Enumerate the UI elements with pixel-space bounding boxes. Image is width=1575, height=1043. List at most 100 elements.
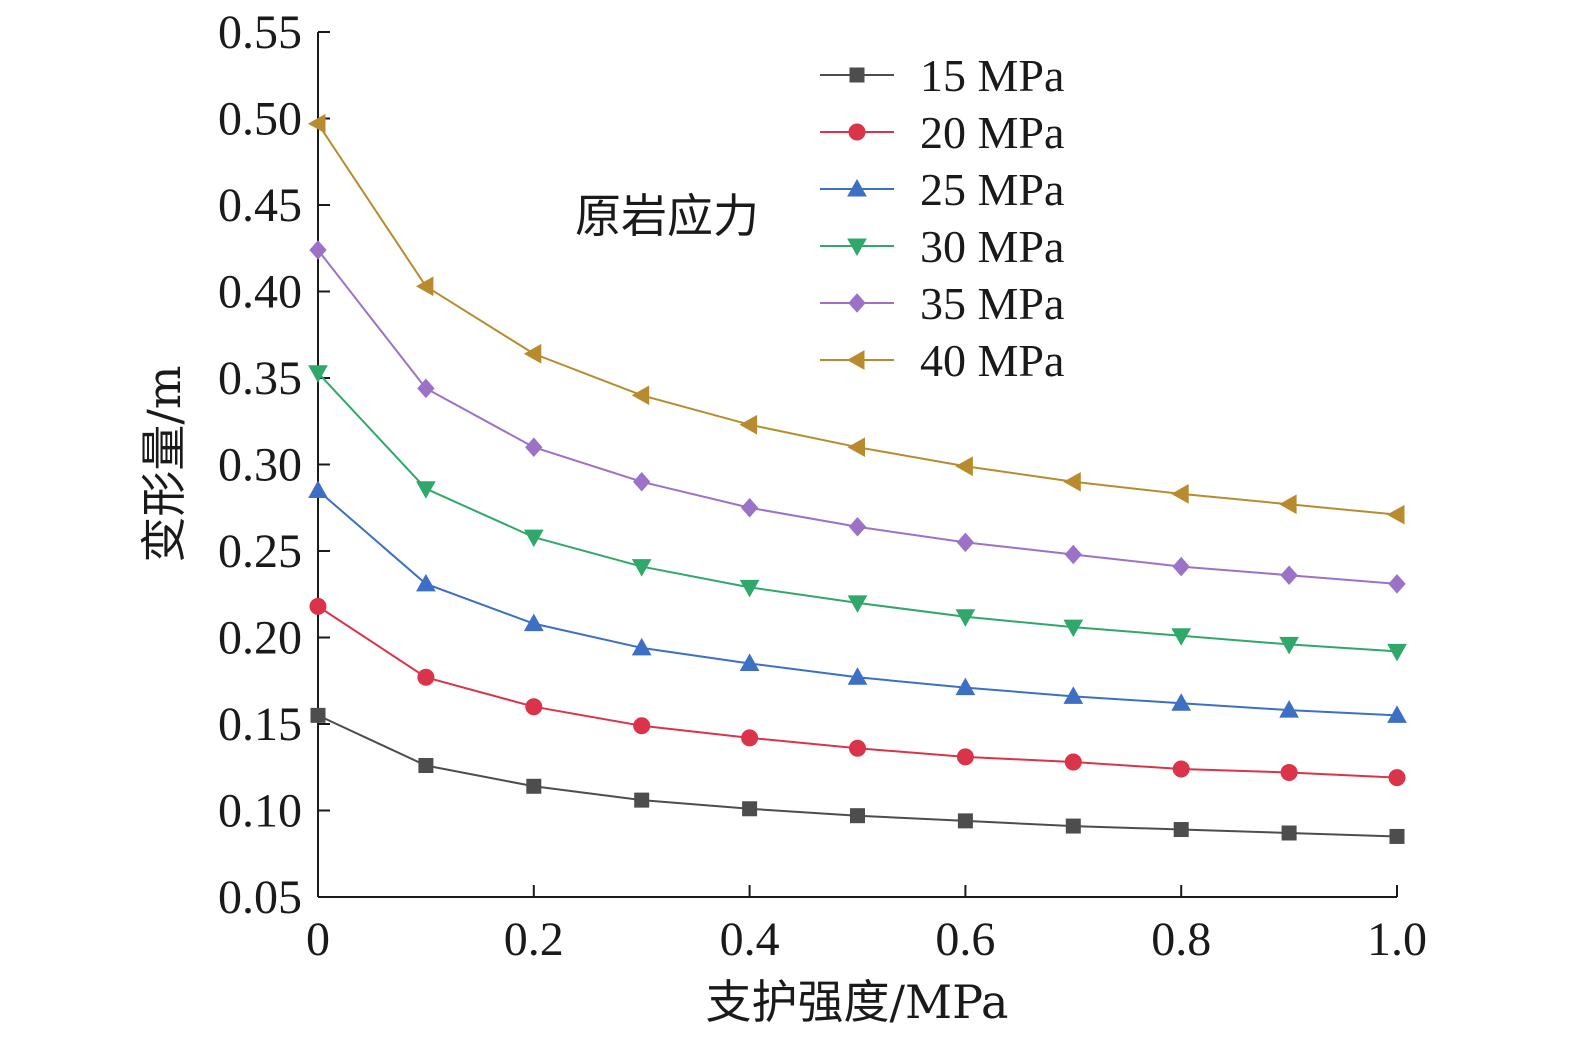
data-point — [631, 559, 652, 577]
data-point — [955, 609, 976, 627]
data-point — [417, 378, 435, 399]
data-point — [848, 517, 867, 537]
data-point — [956, 532, 975, 553]
legend-marker — [847, 178, 867, 197]
data-point — [308, 480, 328, 498]
y-tick-label: 0.40 — [218, 266, 302, 319]
data-point — [523, 529, 544, 548]
y-tick-label: 0.05 — [218, 871, 302, 924]
legend-item: 40 MPa — [820, 335, 1064, 386]
data-point — [1171, 693, 1192, 711]
data-point — [417, 668, 435, 686]
legend-item: 15 MPa — [820, 50, 1064, 101]
data-point — [309, 597, 327, 615]
data-point — [523, 343, 542, 364]
legend-title: 原岩应力 — [575, 189, 759, 243]
data-point — [1172, 760, 1190, 778]
y-tick-label: 0.20 — [218, 612, 302, 665]
data-point — [525, 698, 543, 716]
y-tick-label: 0.25 — [218, 525, 302, 578]
legend-label: 25 MPa — [920, 164, 1064, 215]
data-point — [847, 437, 865, 458]
series-40-mpa — [307, 113, 1405, 525]
data-point — [631, 385, 650, 406]
legend-label: 30 MPa — [920, 221, 1064, 272]
data-point — [1064, 753, 1082, 771]
data-point — [309, 240, 327, 260]
data-point — [1281, 825, 1297, 841]
data-point — [849, 739, 866, 757]
data-point — [634, 792, 650, 808]
x-tick-label: 0.6 — [935, 913, 995, 966]
legend: 15 MPa 20 MPa 25 MPa 30 MPa 35 MPa 40 MPa — [820, 50, 1064, 386]
data-point — [955, 677, 976, 696]
data-point — [523, 613, 544, 632]
series-25-mpa — [308, 480, 1407, 723]
x-tick-label: 0.4 — [720, 913, 780, 966]
legend-marker — [846, 350, 865, 370]
y-tick-label: 0.10 — [218, 785, 302, 838]
series-30-mpa — [308, 365, 1407, 662]
data-point — [1279, 636, 1299, 655]
data-point — [739, 414, 758, 435]
data-point — [1389, 828, 1405, 844]
data-point — [1279, 700, 1299, 718]
data-point — [415, 276, 434, 297]
x-tick-label: 0.2 — [504, 913, 564, 966]
data-point — [1063, 686, 1084, 704]
series-15-mpa — [310, 707, 1405, 844]
legend-item: 20 MPa — [820, 107, 1064, 158]
data-point — [1173, 822, 1189, 838]
x-tick-label: 0.8 — [1151, 913, 1211, 966]
ticks: 0.050.100.150.200.250.300.350.400.450.50… — [218, 6, 1427, 966]
series-20-mpa — [309, 597, 1406, 787]
data-point — [956, 748, 974, 766]
x-tick-label: 1.0 — [1367, 913, 1427, 966]
data-point — [416, 573, 436, 592]
series-35-mpa — [309, 240, 1406, 594]
legend-label: 40 MPa — [920, 335, 1064, 386]
data-point — [633, 472, 651, 492]
y-tick-label: 0.15 — [218, 698, 302, 751]
data-point — [1172, 556, 1190, 577]
data-point — [631, 637, 652, 656]
data-point — [1388, 769, 1406, 787]
data-point — [307, 113, 326, 134]
data-point — [1063, 471, 1081, 492]
data-point — [525, 437, 543, 457]
y-tick-label: 0.55 — [218, 6, 302, 59]
data-point — [1065, 818, 1081, 834]
data-point — [1063, 619, 1084, 638]
legend-marker — [849, 67, 865, 83]
data-point — [1386, 504, 1405, 525]
legend-label: 20 MPa — [920, 107, 1064, 158]
data-point — [1387, 705, 1407, 723]
legend-label: 15 MPa — [920, 50, 1064, 101]
x-axis-title: 支护强度/MPa — [706, 975, 1009, 1029]
data-point — [1387, 643, 1407, 662]
data-point — [741, 729, 759, 747]
data-point — [742, 801, 758, 817]
data-point — [740, 497, 759, 518]
axes — [317, 32, 1397, 898]
y-tick-label: 0.30 — [218, 439, 302, 492]
data-point — [739, 653, 760, 671]
data-point — [847, 667, 868, 685]
y-tick-label: 0.35 — [218, 352, 302, 405]
data-point — [739, 579, 760, 598]
data-point — [955, 456, 973, 477]
data-point — [418, 758, 434, 774]
data-point — [1064, 544, 1082, 565]
y-axis-title: 变形量/m — [137, 365, 191, 562]
legend-item: 35 MPa — [820, 278, 1064, 329]
data-point — [1280, 565, 1298, 585]
data-point — [308, 365, 328, 383]
data-point — [847, 595, 868, 613]
data-point — [1279, 494, 1297, 515]
series-layer — [307, 113, 1407, 844]
data-point — [526, 778, 542, 794]
legend-marker — [848, 123, 866, 141]
legend-marker — [847, 238, 867, 257]
data-point — [1280, 763, 1298, 781]
